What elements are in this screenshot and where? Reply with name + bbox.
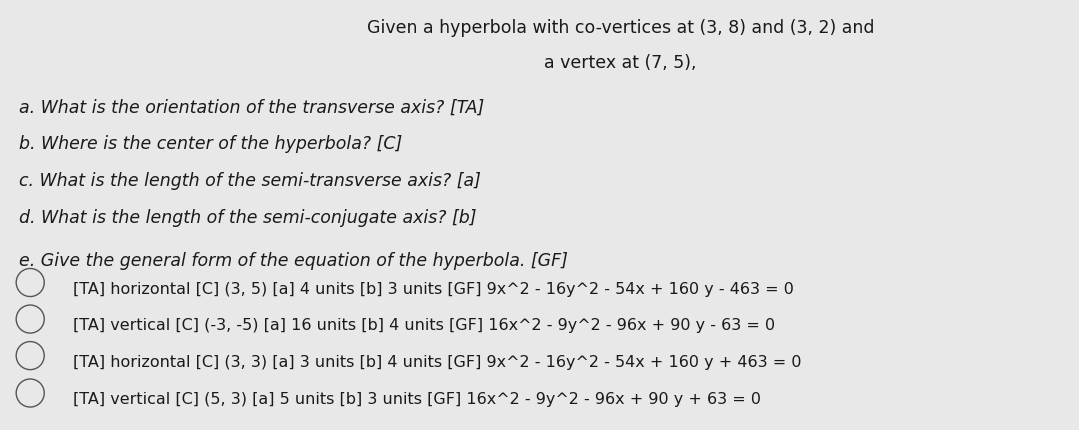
- Text: c. What is the length of the semi-transverse axis? [a]: c. What is the length of the semi-transv…: [19, 172, 481, 190]
- Text: Given a hyperbola with co-vertices at (3, 8) and (3, 2) and: Given a hyperbola with co-vertices at (3…: [367, 19, 874, 37]
- Text: b. Where is the center of the hyperbola? [C]: b. Where is the center of the hyperbola?…: [19, 135, 402, 154]
- Text: [TA] horizontal [C] (3, 5) [a] 4 units [b] 3 units [GF] 9x^2 - 16y^2 - 54x + 160: [TA] horizontal [C] (3, 5) [a] 4 units […: [73, 282, 794, 297]
- Text: a. What is the orientation of the transverse axis? [TA]: a. What is the orientation of the transv…: [19, 99, 484, 117]
- Text: [TA] vertical [C] (-3, -5) [a] 16 units [b] 4 units [GF] 16x^2 - 9y^2 - 96x + 90: [TA] vertical [C] (-3, -5) [a] 16 units …: [73, 318, 776, 333]
- Text: [TA] vertical [C] (5, 3) [a] 5 units [b] 3 units [GF] 16x^2 - 9y^2 - 96x + 90 y : [TA] vertical [C] (5, 3) [a] 5 units [b]…: [73, 392, 762, 407]
- Text: [TA] horizontal [C] (3, 3) [a] 3 units [b] 4 units [GF] 9x^2 - 16y^2 - 54x + 160: [TA] horizontal [C] (3, 3) [a] 3 units […: [73, 355, 802, 370]
- Text: d. What is the length of the semi-conjugate axis? [b]: d. What is the length of the semi-conjug…: [19, 209, 477, 227]
- Text: a vertex at (7, 5),: a vertex at (7, 5),: [544, 54, 697, 72]
- Text: e. Give the general form of the equation of the hyperbola. [GF]: e. Give the general form of the equation…: [19, 252, 569, 270]
